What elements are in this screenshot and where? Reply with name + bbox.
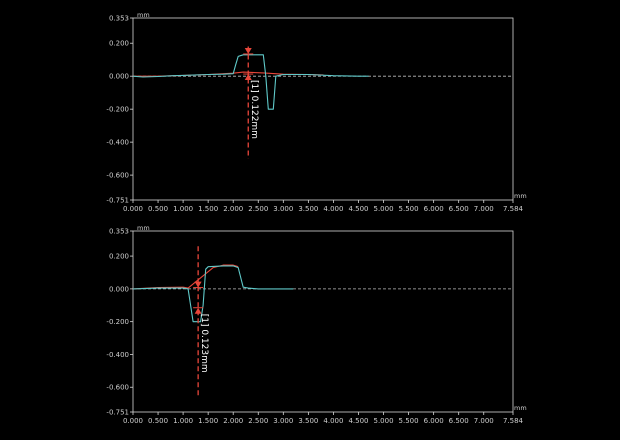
x-tick-label: 1.500 [198, 417, 218, 425]
x-tick-label: 7.000 [474, 205, 494, 213]
x-tick-label: 7.584 [503, 417, 524, 425]
x-tick-label: 2.500 [248, 205, 268, 213]
series-line-2 [132, 265, 294, 323]
measure-arrow-up [244, 74, 252, 81]
y-tick-label: 0.000 [109, 73, 129, 81]
x-tick-label: 3.000 [273, 417, 293, 425]
x-tick-label: 1.000 [173, 205, 193, 213]
x-tick-label: 2.500 [248, 417, 268, 425]
measure-arrow-down [194, 281, 202, 288]
x-tick-label: 3.500 [298, 417, 318, 425]
y-unit-label: mm [137, 224, 150, 232]
x-tick-label: 5.000 [374, 205, 394, 213]
x-unit-label: mm [514, 192, 527, 200]
x-tick-label: 2.000 [223, 205, 243, 213]
measure-label: [1] 0.123mm [199, 314, 209, 373]
y-tick-label: -0.751 [106, 409, 129, 417]
y-tick-label: -0.200 [106, 318, 129, 326]
x-tick-label: 3.000 [273, 205, 293, 213]
y-tick-label: 0.000 [109, 285, 129, 293]
y-tick-label: -0.400 [106, 139, 129, 147]
y-unit-label: mm [137, 11, 150, 19]
x-tick-label: 0.000 [123, 417, 143, 425]
x-tick-label: 0.500 [148, 205, 168, 213]
x-tick-label: 4.000 [323, 205, 343, 213]
x-tick-label: 4.000 [323, 417, 343, 425]
chart-1: 0.3530.2000.000-0.200-0.400-0.600-0.7510… [106, 11, 526, 213]
x-tick-label: 4.500 [348, 205, 368, 213]
y-tick-label: 0.200 [109, 40, 129, 48]
y-tick-label: -0.600 [106, 172, 129, 180]
plot-frame [132, 17, 514, 201]
x-tick-label: 7.000 [474, 417, 494, 425]
x-tick-label: 6.500 [449, 417, 469, 425]
y-tick-label: -0.600 [106, 384, 129, 392]
measure-arrow-up [194, 307, 202, 314]
x-tick-label: 0.500 [148, 417, 168, 425]
x-tick-label: 1.000 [173, 417, 193, 425]
x-tick-label: 0.000 [123, 205, 143, 213]
series-line-1 [132, 264, 239, 290]
y-tick-label: 0.353 [109, 15, 129, 23]
y-tick-label: -0.400 [106, 351, 129, 359]
x-tick-label: 6.000 [424, 205, 444, 213]
y-tick-label: 0.353 [109, 228, 129, 236]
x-tick-label: 6.500 [449, 205, 469, 213]
x-tick-label: 3.500 [298, 205, 318, 213]
measure-label: [1] 0.122mm [249, 80, 259, 139]
x-tick-label: 2.000 [223, 417, 243, 425]
x-tick-label: 6.000 [424, 417, 444, 425]
x-tick-label: 7.584 [503, 205, 524, 213]
y-tick-label: 0.200 [109, 253, 129, 261]
chart-2: 0.3530.2000.000-0.200-0.400-0.600-0.7510… [106, 224, 526, 425]
x-tick-label: 5.500 [399, 205, 419, 213]
x-tick-label: 4.500 [348, 417, 368, 425]
y-tick-label: -0.751 [106, 197, 129, 205]
series-line-2 [132, 54, 369, 110]
x-unit-label: mm [514, 404, 527, 412]
x-tick-label: 5.500 [399, 417, 419, 425]
plot-frame [132, 230, 514, 413]
x-tick-label: 1.500 [198, 205, 218, 213]
x-tick-label: 5.000 [374, 417, 394, 425]
measure-arrow-down [244, 47, 252, 54]
y-tick-label: -0.200 [106, 106, 129, 114]
